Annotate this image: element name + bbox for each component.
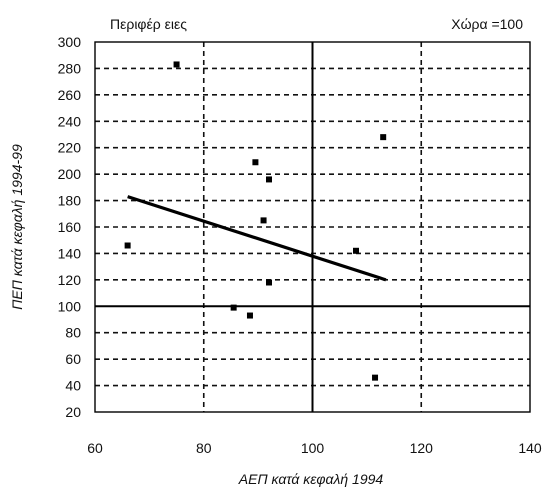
x-tick-label: 120 [410,440,434,456]
x-tick-label: 60 [87,440,103,456]
x-axis-label: ΑΕΠ κατά κεφαλή 1994 [238,471,384,487]
data-point [266,279,272,286]
data-point [353,247,359,254]
x-tick-label: 80 [196,440,212,456]
data-points [124,61,387,381]
plot-area-border [94,41,531,413]
y-tick-label: 120 [58,272,82,288]
reference-lines [95,42,530,412]
data-point [230,304,237,311]
y-tick-label: 60 [65,351,81,367]
y-tick-label: 200 [58,166,82,182]
y-tick-label: 100 [58,298,82,314]
data-point [372,374,379,381]
y-axis-label: ΠΕΠ κατά κεφαλή 1994-99 [9,144,25,310]
y-tick-label: 300 [58,34,82,50]
x-tick-label: 100 [301,440,325,456]
y-tick-label: 20 [65,404,81,420]
x-tick-label: 140 [518,440,542,456]
y-tick-label: 260 [58,87,82,103]
trendline [127,195,387,282]
y-tick-label: 80 [65,325,81,341]
data-point [173,61,180,68]
y-tick-label: 160 [58,219,82,235]
trendline-group [127,195,387,282]
data-point [246,312,253,319]
data-point [260,217,267,224]
y-tick-labels: 20 40 60 80 100 120 140 160 180 200 220 240 260 280 30… [58,34,82,420]
plot-frame [94,41,531,413]
data-point [380,134,387,141]
y-tick-label: 240 [58,113,82,129]
data-point [252,159,259,166]
data-point [124,242,131,249]
chart-title-right: Χώρα =100 [451,16,523,32]
x-tick-labels: 60 80 100 120 140 [87,440,542,456]
y-tick-label: 140 [58,245,82,261]
y-tick-label: 180 [58,193,82,209]
y-tick-label: 280 [58,60,82,76]
y-tick-label: 220 [58,140,82,156]
y-tick-label: 40 [65,378,81,394]
data-point [266,176,272,183]
chart-title-left: Περιφέρ ειες [110,16,187,32]
